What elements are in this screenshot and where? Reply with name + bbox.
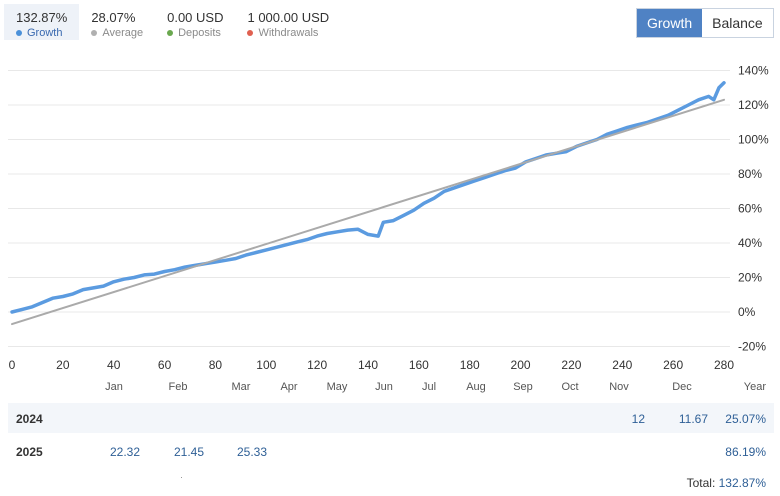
year-label: 2025 bbox=[16, 445, 43, 459]
month-value: 12 bbox=[631, 412, 645, 426]
stat-deposits-value: 0.00 USD bbox=[167, 10, 224, 25]
x-tick-label: 220 bbox=[561, 358, 581, 372]
x-tick-label: 80 bbox=[209, 358, 223, 372]
stat-average[interactable]: 28.07% Average bbox=[79, 4, 155, 40]
year-total: 25.07% bbox=[725, 412, 766, 426]
month-value: 25.33 bbox=[236, 445, 267, 459]
month-header: Year bbox=[743, 381, 766, 393]
x-tick-label: 260 bbox=[663, 358, 683, 372]
x-tick-label: 40 bbox=[107, 358, 121, 372]
y-tick-label: 20% bbox=[738, 271, 762, 285]
year-total: 86.19% bbox=[725, 445, 766, 459]
year-label: 2024 bbox=[16, 412, 43, 426]
total-growth: Total: 132.87% bbox=[687, 476, 766, 490]
balance-button[interactable]: Balance bbox=[702, 9, 773, 37]
month-value: 21.45 bbox=[173, 445, 204, 459]
x-tick-label: 100 bbox=[256, 358, 276, 372]
year-row: 2025 22.32 21.45 25.33 86.19% bbox=[8, 436, 774, 466]
x-tick-label: 60 bbox=[158, 358, 172, 372]
month-value: 22.32 bbox=[109, 445, 140, 459]
average-trend-line bbox=[11, 98, 725, 326]
stat-average-label: Average bbox=[102, 27, 144, 39]
y-tick-label: 40% bbox=[738, 236, 762, 250]
y-tick-label: 140% bbox=[738, 64, 769, 78]
y-tick-label: 80% bbox=[738, 167, 762, 181]
month-header: Feb bbox=[168, 381, 188, 393]
month-header: Nov bbox=[609, 381, 629, 393]
y-tick-label: 60% bbox=[738, 202, 762, 216]
x-tick-label: 160 bbox=[409, 358, 429, 372]
month-header: Apr bbox=[280, 381, 298, 393]
footnote-mark: · bbox=[180, 472, 183, 482]
month-header: Dec bbox=[672, 381, 692, 393]
y-tick-label: 0% bbox=[738, 305, 756, 319]
month-header: Mar bbox=[231, 381, 251, 393]
x-tick-label: 140 bbox=[358, 358, 378, 372]
x-tick-label: 240 bbox=[612, 358, 632, 372]
x-tick-label: 180 bbox=[460, 358, 480, 372]
month-header: Jul bbox=[421, 381, 437, 393]
total-label: Total: bbox=[686, 476, 716, 490]
stat-withdrawals-value: 1 000.00 USD bbox=[247, 10, 330, 25]
stat-average-value: 28.07% bbox=[91, 10, 136, 25]
deposits-legend-dot bbox=[167, 30, 174, 36]
growth-series-line bbox=[10, 81, 726, 314]
stat-growth-label: Growth bbox=[27, 27, 63, 39]
stat-deposits-label: Deposits bbox=[178, 27, 221, 39]
total-value: 132.87% bbox=[718, 476, 766, 490]
stat-withdrawals[interactable]: 1 000.00 USD Withdrawals bbox=[235, 4, 341, 40]
chart-mode-toggle: Growth Balance bbox=[636, 8, 774, 38]
month-header: Jun bbox=[375, 381, 393, 393]
month-header: Sep bbox=[513, 381, 533, 393]
y-tick-label: -20% bbox=[738, 340, 766, 354]
growth-legend-dot bbox=[16, 30, 22, 36]
stat-deposits[interactable]: 0.00 USD Deposits bbox=[155, 4, 235, 40]
x-tick-label: 0 bbox=[9, 358, 16, 372]
x-tick-label: 120 bbox=[307, 358, 327, 372]
year-row: 2024 12 11.67 25.07% bbox=[8, 403, 774, 433]
stats-bar: 132.87% Growth 28.07% Average 0.00 USD D… bbox=[4, 4, 341, 40]
growth-button[interactable]: Growth bbox=[637, 9, 703, 37]
month-header: May bbox=[326, 381, 348, 393]
stat-growth[interactable]: 132.87% Growth bbox=[4, 4, 80, 40]
y-tick-label: 120% bbox=[738, 98, 769, 112]
month-header: Jan bbox=[105, 381, 123, 393]
growth-chart: 140% 120% 100% 80% 60% 40% 20% 0% -20% 0 20 40 60 80 1… bbox=[8, 64, 769, 372]
stat-withdrawals-label: Withdrawals bbox=[258, 27, 319, 39]
x-tick-label: 20 bbox=[56, 358, 70, 372]
average-legend-dot bbox=[91, 30, 98, 36]
month-header: Oct bbox=[561, 381, 579, 393]
x-tick-label: 200 bbox=[511, 358, 531, 372]
withdrawals-legend-dot bbox=[247, 30, 254, 36]
month-header: Aug bbox=[466, 381, 486, 393]
month-value: 11.67 bbox=[678, 412, 708, 426]
stat-growth-value: 132.87% bbox=[16, 10, 68, 25]
y-tick-label: 100% bbox=[738, 133, 769, 147]
x-tick-label: 280 bbox=[714, 358, 734, 372]
